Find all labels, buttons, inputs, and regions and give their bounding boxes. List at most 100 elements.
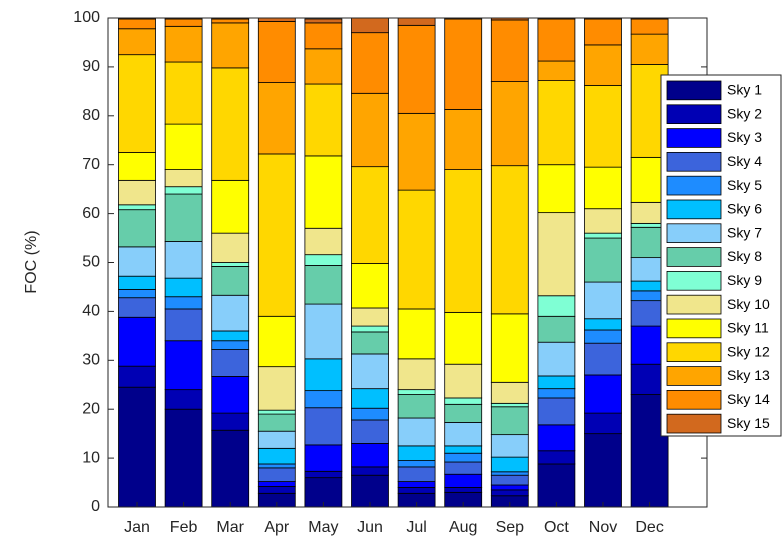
bar-segment xyxy=(211,67,250,181)
y-tick-label: 40 xyxy=(82,303,100,320)
bar-segment xyxy=(537,463,576,508)
bar-segment xyxy=(584,318,622,331)
bar-segment xyxy=(118,54,156,153)
bar-segment xyxy=(584,329,622,344)
bar-segment xyxy=(584,237,622,283)
y-tick-label: 60 xyxy=(82,205,100,222)
bar-segment xyxy=(584,85,622,168)
bar-segment xyxy=(211,376,250,414)
legend-label: Sky 8 xyxy=(727,248,762,264)
legend-label: Sky 6 xyxy=(727,201,762,217)
bar-segment xyxy=(351,407,389,421)
bar-segment xyxy=(164,277,203,298)
bar-segment xyxy=(211,330,250,342)
bar-segment xyxy=(490,484,529,491)
bar-segment xyxy=(351,32,389,94)
bar-segment xyxy=(397,460,436,468)
bar-segment xyxy=(397,487,436,494)
bar-segment xyxy=(490,406,529,436)
bar-segment xyxy=(351,331,389,355)
bar-segment xyxy=(537,450,576,465)
bar-segment xyxy=(257,366,296,411)
y-tick-label: 50 xyxy=(82,254,100,271)
y-tick-label: 0 xyxy=(91,498,100,515)
legend-swatch xyxy=(666,223,722,244)
bar-segment xyxy=(164,61,203,125)
x-tick-label: Mar xyxy=(216,519,244,536)
bar-segment xyxy=(444,397,483,405)
bar-segment xyxy=(584,44,622,86)
bar-segment xyxy=(584,374,622,414)
bar-segment xyxy=(304,358,343,392)
x-tick-label: Jun xyxy=(357,519,383,536)
bar-segment xyxy=(304,18,343,24)
x-tick-label: Aug xyxy=(449,519,477,536)
bar-segment xyxy=(351,353,389,390)
bar-segment xyxy=(257,17,296,22)
y-tick-label: 100 xyxy=(73,9,100,26)
bar-segment xyxy=(584,342,622,376)
bar-segment xyxy=(118,316,156,367)
bar-segment xyxy=(537,388,576,399)
bar-segment xyxy=(304,254,343,266)
bar-segment xyxy=(304,22,343,50)
legend-swatch xyxy=(666,342,722,362)
bar-segment xyxy=(584,208,622,234)
bar-segment xyxy=(304,407,343,446)
bar-segment xyxy=(490,434,529,458)
bar-segment xyxy=(351,466,389,476)
bar-segment xyxy=(304,48,343,85)
bar-segment xyxy=(257,21,296,83)
legend-label: Sky 15 xyxy=(727,415,770,431)
bar-segment xyxy=(537,18,576,62)
bar-segment xyxy=(397,358,436,391)
bar-segment xyxy=(584,232,622,239)
bar-segment xyxy=(257,409,296,415)
bar-segment xyxy=(164,296,203,310)
bar-segment xyxy=(118,365,156,388)
bar-segment xyxy=(351,307,389,327)
y-tick-label: 30 xyxy=(82,352,100,369)
y-tick-label: 20 xyxy=(82,400,100,417)
bar-segment xyxy=(490,381,529,404)
legend-swatch xyxy=(666,366,722,386)
bar-segment xyxy=(444,473,483,488)
bar-segment xyxy=(351,325,389,333)
bar-segment xyxy=(490,456,529,473)
legend-label: Sky 10 xyxy=(727,296,770,312)
legend-label: Sky 12 xyxy=(727,343,770,359)
y-tick-label: 70 xyxy=(82,156,100,173)
y-tick-label: 10 xyxy=(82,449,100,466)
bar-segment xyxy=(118,179,156,206)
bar-segment xyxy=(630,18,669,35)
bar-segment xyxy=(444,311,483,365)
legend: Sky 1 Sky 2 Sky 3 Sky 4 Sky 5 Sky 6 Sky 7 Sky 8… xyxy=(660,74,782,437)
bar-segment xyxy=(397,24,436,114)
bar-segment xyxy=(397,466,436,482)
bar-segment xyxy=(164,193,203,242)
bar-segment xyxy=(537,424,576,452)
bar-segment xyxy=(351,166,389,264)
bar-segment xyxy=(211,18,250,24)
bar-segment xyxy=(537,375,576,390)
bar-segment xyxy=(304,390,343,409)
legend-swatch xyxy=(666,270,722,291)
bar-segment xyxy=(211,266,250,296)
x-tick-label: Jan xyxy=(124,519,150,536)
bar-segment xyxy=(630,33,669,65)
bar-segment xyxy=(118,275,156,290)
bar-segment xyxy=(118,152,156,181)
y-tick-label: 90 xyxy=(82,58,100,75)
y-axis-label: FOC (%) xyxy=(23,230,40,293)
bar-segment xyxy=(304,470,343,479)
bar-segment xyxy=(584,412,622,435)
bar-segment xyxy=(164,241,203,279)
legend-label: Sky 7 xyxy=(727,224,762,240)
legend-label: Sky 5 xyxy=(727,177,762,193)
bar-segment xyxy=(444,403,483,423)
bar-segment xyxy=(118,209,156,248)
bar-segment xyxy=(351,388,389,409)
bar-segment xyxy=(257,430,296,449)
bar-segment xyxy=(257,447,296,465)
